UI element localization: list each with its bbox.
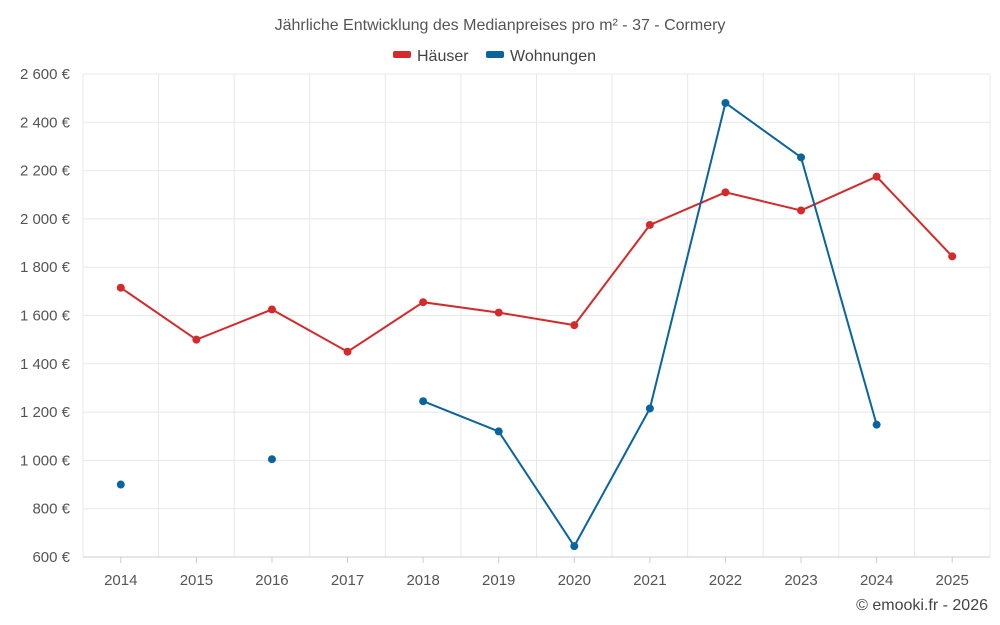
data-point[interactable] (570, 542, 579, 551)
x-tick-label: 2025 (936, 572, 969, 589)
x-tick-label: 2014 (104, 572, 137, 589)
x-tick-label: 2024 (860, 572, 893, 589)
y-tick-label: 1 600 € (20, 308, 71, 325)
data-point[interactable] (645, 404, 654, 413)
data-point[interactable] (872, 420, 881, 429)
x-tick-label: 2020 (558, 572, 591, 589)
data-point[interactable] (797, 206, 806, 215)
data-point[interactable] (645, 220, 654, 229)
legend-item-1[interactable]: Wohnungen (486, 48, 596, 65)
x-tick-label: 2019 (482, 572, 515, 589)
y-tick-label: 1 800 € (20, 259, 71, 276)
legend-item-0[interactable]: Häuser (393, 48, 469, 65)
data-point[interactable] (872, 172, 881, 181)
data-point[interactable] (494, 308, 503, 317)
legend[interactable]: Häuser Wohnungen (393, 48, 596, 65)
x-tick-label: 2017 (331, 572, 364, 589)
data-point[interactable] (116, 480, 125, 489)
x-tick-label: 2021 (633, 572, 666, 589)
series-line (422, 101, 878, 549)
x-tick-label: 2022 (709, 572, 742, 589)
data-point[interactable] (343, 347, 352, 356)
y-tick-label: 600 € (32, 549, 70, 566)
data-point[interactable] (570, 321, 579, 330)
y-tick-label: 1 400 € (20, 356, 71, 373)
data-point[interactable] (948, 252, 957, 261)
y-tick-label: 2 200 € (20, 163, 71, 180)
legend-swatch (486, 51, 504, 58)
series-1 (116, 98, 881, 551)
credit-text: © emooki.fr - 2026 (856, 597, 988, 614)
y-tick-label: 2 600 € (20, 66, 71, 83)
axes: 600 € 800 € 1 000 € 1 200 € 1 400 € 1 600 € 1 … (20, 66, 990, 589)
grid (82, 73, 991, 558)
data-point[interactable] (419, 298, 428, 307)
y-tick-label: 1 200 € (20, 404, 71, 421)
data-point[interactable] (267, 305, 276, 314)
data-point[interactable] (116, 283, 125, 292)
y-tick-label: 1 000 € (20, 452, 71, 469)
x-tick-label: 2015 (180, 572, 213, 589)
legend-label: Häuser (417, 48, 469, 65)
data-point[interactable] (797, 153, 806, 162)
legend-swatch (393, 51, 411, 58)
x-tick-label: 2023 (784, 572, 817, 589)
legend-label: Wohnungen (510, 48, 596, 65)
y-tick-label: 2 400 € (20, 114, 71, 131)
chart-title: Jährliche Entwicklung des Medianpreises … (275, 17, 726, 34)
series (116, 98, 957, 551)
y-tick-label: 2 000 € (20, 211, 71, 228)
x-tick-label: 2018 (406, 572, 439, 589)
data-point[interactable] (494, 427, 503, 436)
y-tick-label: 800 € (32, 501, 70, 518)
x-tick-label: 2016 (255, 572, 288, 589)
data-point[interactable] (192, 335, 201, 344)
data-point[interactable] (721, 188, 730, 197)
data-point[interactable] (721, 98, 730, 107)
data-point[interactable] (267, 455, 276, 464)
data-point[interactable] (419, 397, 428, 406)
